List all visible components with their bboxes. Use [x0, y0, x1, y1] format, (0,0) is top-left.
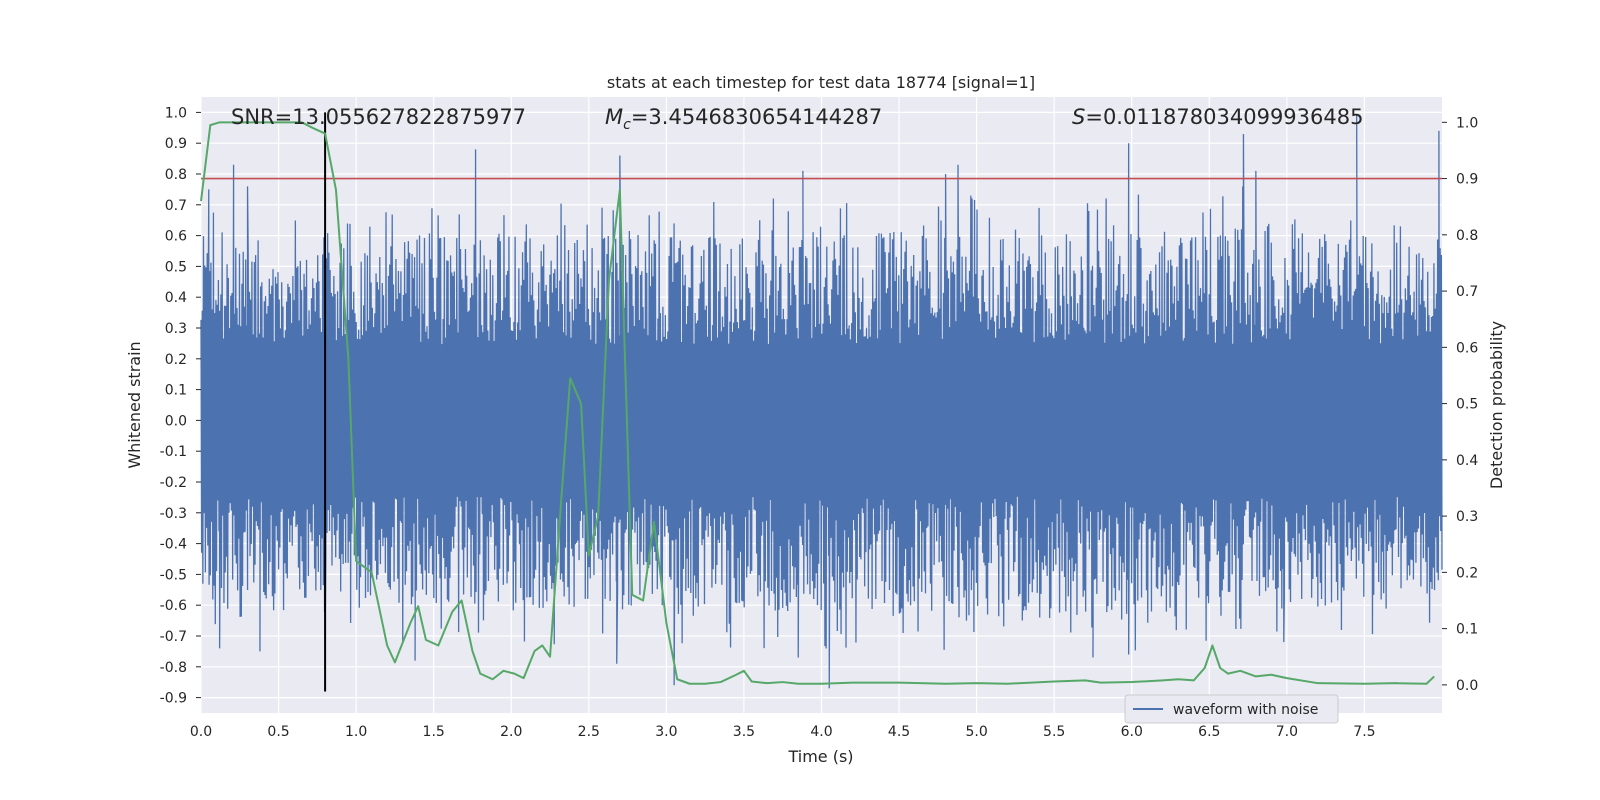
y-axis: 1.0 0.9 0.8 0.7 0.6 0.5 0.4 0.3 0.2 0.1 0.0 -0.1 -0.… — [160, 105, 201, 707]
y-tick-label: 0.8 — [165, 167, 187, 183]
s-symbol: S — [1072, 105, 1085, 129]
legend: waveform with noise — [1124, 694, 1339, 724]
x-tick-label: 7.5 — [1353, 724, 1375, 740]
chirp-mass-subscript: c — [623, 117, 631, 133]
y-tick-label: 0.9 — [165, 136, 187, 152]
chirp-mass-annotation: Mc=3.4546830654144287 — [605, 105, 882, 133]
x-tick-label: 4.0 — [810, 724, 832, 740]
y2-tick-label: 0.8 — [1456, 228, 1478, 244]
y2-tick-label: 1.0 — [1456, 115, 1478, 131]
y-tick-label: 0.0 — [165, 413, 187, 429]
x-axis: 0.0 0.5 1.0 1.5 2.0 2.5 3.0 3.5 4.0 4.5 5.0 5.5 6.0 6… — [190, 724, 1376, 740]
x-tick-label: 6.0 — [1121, 724, 1143, 740]
y2-tick-label: 0.4 — [1456, 453, 1478, 469]
x-tick-label: 4.5 — [888, 724, 910, 740]
chart-title: stats at each timestep for test data 187… — [607, 73, 1035, 92]
x-tick-label: 1.0 — [345, 724, 367, 740]
x-tick-label: 5.0 — [965, 724, 987, 740]
legend-label: waveform with noise — [1173, 702, 1318, 718]
y2-tick-label: 0.9 — [1456, 172, 1478, 188]
waveform-line — [200, 115, 1443, 689]
x-tick-label: 1.5 — [423, 724, 445, 740]
chirp-mass-symbol: M — [605, 105, 623, 129]
y2-axis-label: Detection probability — [1487, 321, 1506, 489]
chirp-mass-value: =3.4546830654144287 — [631, 105, 882, 129]
y-tick-label: 0.1 — [165, 383, 187, 399]
x-tick-label: 3.5 — [733, 724, 755, 740]
waveform-series — [200, 115, 1443, 689]
y-tick-label: -0.4 — [160, 537, 187, 553]
y-tick-label: 0.5 — [165, 259, 187, 275]
y-tick-label: -0.5 — [160, 567, 187, 583]
x-tick-label: 3.0 — [655, 724, 677, 740]
y2-tick-label: 0.1 — [1456, 622, 1478, 638]
x-tick-label: 7.0 — [1276, 724, 1298, 740]
s-value: =0.011878034099936485 — [1085, 105, 1363, 129]
y-tick-label: 0.7 — [165, 198, 187, 214]
y-tick-label: 0.6 — [165, 229, 187, 245]
y2-axis: 1.0 0.9 0.8 0.7 0.6 0.5 0.4 0.3 0.2 0.1 0.0 — [1442, 115, 1478, 694]
y2-tick-label: 0.2 — [1456, 565, 1478, 581]
y-tick-label: -0.2 — [160, 475, 187, 491]
y-tick-label: 0.3 — [165, 321, 187, 337]
x-tick-label: 5.5 — [1043, 724, 1065, 740]
y2-tick-label: 0.7 — [1456, 284, 1478, 300]
s-annotation: S=0.011878034099936485 — [1072, 105, 1363, 129]
x-tick-label: 0.0 — [190, 724, 212, 740]
y-axis-label: Whitened strain — [125, 341, 144, 468]
x-tick-label: 2.0 — [500, 724, 522, 740]
y-tick-label: -0.3 — [160, 506, 187, 522]
y-tick-label: -0.9 — [160, 691, 187, 707]
x-axis-label: Time (s) — [787, 747, 853, 766]
y-tick-label: -0.1 — [160, 444, 187, 460]
y-tick-label: -0.8 — [160, 660, 187, 676]
y-tick-label: -0.7 — [160, 629, 187, 645]
y-tick-label: 1.0 — [165, 105, 187, 121]
y2-tick-label: 0.6 — [1456, 340, 1478, 356]
x-tick-label: 6.5 — [1198, 724, 1220, 740]
y2-tick-label: 0.0 — [1456, 678, 1478, 694]
legend-box — [1124, 694, 1339, 724]
x-tick-label: 2.5 — [578, 724, 600, 740]
y-tick-label: 0.4 — [165, 290, 187, 306]
y-tick-label: -0.6 — [160, 598, 187, 614]
y2-tick-label: 0.3 — [1456, 509, 1478, 525]
snr-annotation: SNR=13.055627822875977 — [231, 105, 526, 129]
x-tick-label: 0.5 — [267, 724, 289, 740]
overlay — [200, 112, 1442, 692]
y2-tick-label: 0.5 — [1456, 397, 1478, 413]
y-tick-label: 0.2 — [165, 352, 187, 368]
